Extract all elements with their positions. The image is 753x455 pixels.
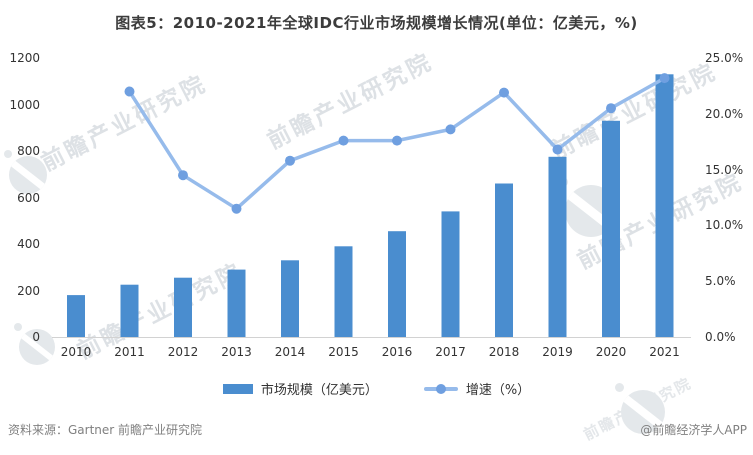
bar-2021: [655, 74, 674, 338]
growth-point-2012: [178, 170, 188, 181]
bar-2014: [281, 260, 299, 337]
growth-point-2018: [499, 87, 509, 98]
growth-point-2011: [124, 86, 135, 97]
legend: 市场规模（亿美元） 增速（%）: [0, 379, 753, 398]
forward-logo-icon: [19, 329, 55, 365]
legend-item-market: 市场规模（亿美元）: [222, 379, 378, 398]
growth-point-2019: [552, 144, 563, 155]
bar-2019: [548, 156, 567, 337]
forward-logo-icon: [9, 156, 47, 194]
bar-swatch-icon: [222, 383, 253, 394]
footer: 资料来源：Gartner 前瞻产业研究院 @前瞻经济学人APP: [0, 421, 753, 438]
line-swatch-icon: [423, 383, 458, 394]
chart-title: 图表5：2010-2021年全球IDC行业市场规模增长情况(单位：亿美元，%): [115, 14, 638, 32]
growth-point-2021: [659, 73, 670, 84]
bar-2018: [495, 183, 513, 337]
growth-point-2014: [285, 155, 295, 166]
source-text: 资料来源：Gartner 前瞻产业研究院: [8, 423, 203, 437]
legend-item-growth: 增速（%）: [423, 379, 531, 398]
bar-2017: [441, 211, 460, 337]
bar-2012: [174, 277, 192, 337]
growth-point-2016: [392, 135, 402, 146]
bar-2011: [120, 284, 139, 337]
bar-2013: [227, 269, 246, 337]
legend-label-market: 市场规模（亿美元）: [260, 383, 378, 398]
bar-2020: [602, 120, 620, 337]
growth-point-2015: [338, 135, 349, 146]
growth-point-2020: [606, 103, 616, 114]
forward-logo-icon: [621, 390, 665, 434]
growth-point-2017: [445, 124, 456, 135]
forward-logo-dot-icon: [14, 323, 22, 331]
forward-logo-dot-icon: [4, 150, 12, 158]
line-swatch-dot-icon: [435, 383, 446, 394]
forward-logo-dot-icon: [615, 383, 624, 392]
bar-2016: [388, 231, 406, 337]
credit-text: @前瞻经济学人APP: [640, 423, 747, 437]
bar-2015: [334, 246, 353, 337]
legend-label-growth: 增速（%）: [465, 383, 531, 398]
bar-2010: [67, 295, 85, 337]
growth-point-2013: [231, 203, 242, 214]
